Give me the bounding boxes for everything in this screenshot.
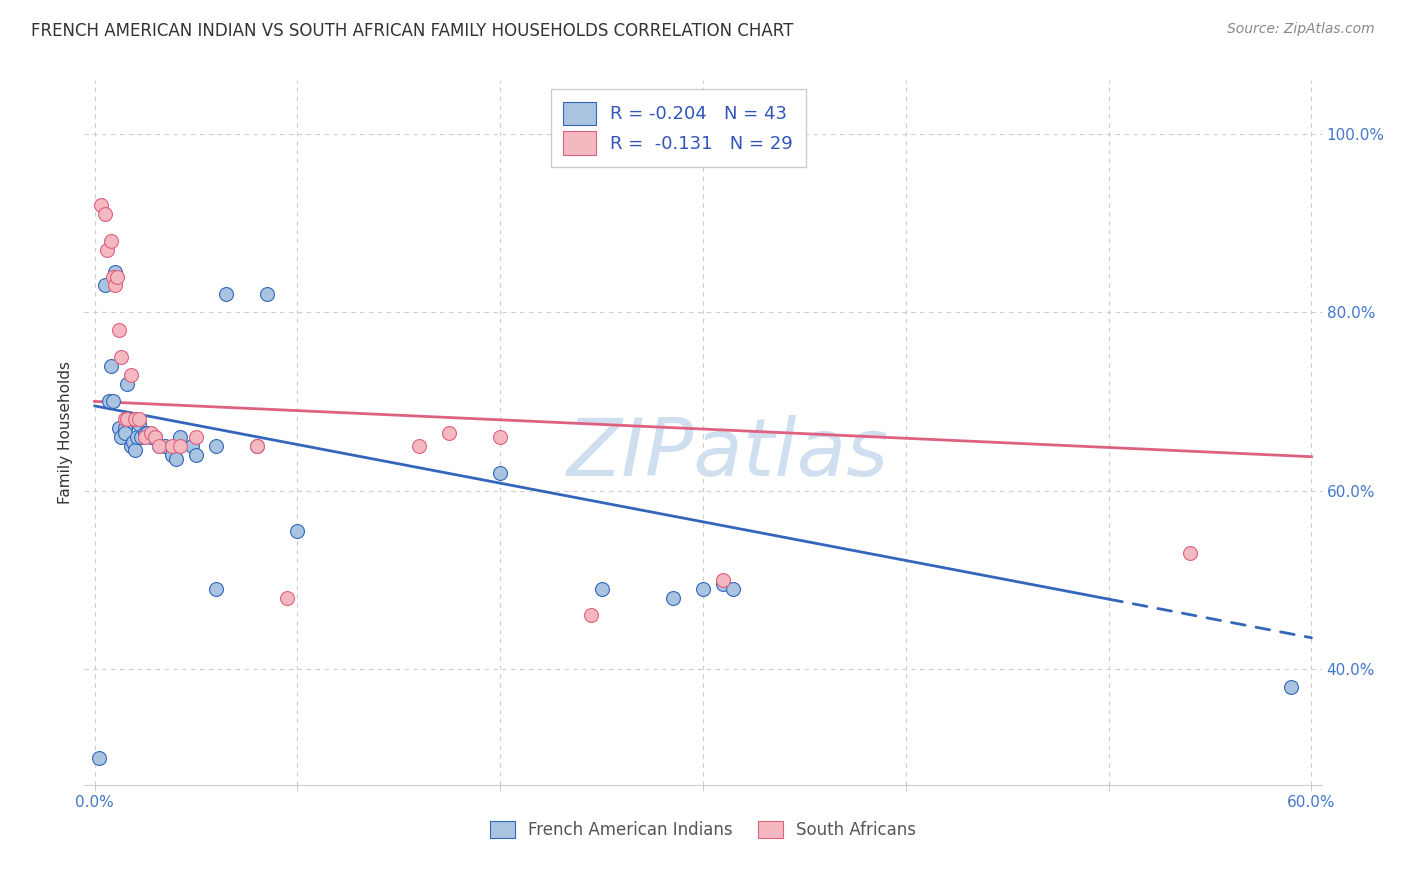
Point: [87, 751, 110, 765]
Point: [408, 439, 430, 453]
Point: [591, 582, 613, 596]
Point: [285, 524, 308, 538]
Y-axis label: Family Households: Family Households: [58, 361, 73, 504]
Point: [96, 243, 118, 257]
Point: [160, 439, 183, 453]
Point: [205, 582, 228, 596]
Point: [128, 417, 150, 431]
Point: [136, 425, 159, 440]
Point: [128, 412, 150, 426]
Point: [205, 439, 228, 453]
Point: [120, 439, 142, 453]
Point: [104, 278, 127, 293]
Point: [276, 591, 298, 605]
Point: [97, 394, 120, 409]
Point: [581, 608, 603, 623]
Point: [101, 394, 124, 409]
Point: [661, 591, 683, 605]
Point: [134, 425, 156, 440]
Point: [110, 430, 132, 444]
Point: [108, 421, 131, 435]
Point: [489, 466, 512, 480]
Point: [184, 448, 207, 462]
Point: [143, 430, 166, 444]
Point: [115, 412, 138, 426]
Point: [93, 278, 115, 293]
Point: [110, 350, 132, 364]
Point: [711, 577, 734, 591]
Point: [165, 452, 187, 467]
Point: [100, 359, 122, 373]
Text: FRENCH AMERICAN INDIAN VS SOUTH AFRICAN FAMILY HOUSEHOLDS CORRELATION CHART: FRENCH AMERICAN INDIAN VS SOUTH AFRICAN …: [31, 22, 793, 40]
Point: [115, 376, 138, 391]
Point: [129, 430, 152, 444]
Point: [143, 430, 166, 444]
Point: [723, 582, 745, 596]
Point: [711, 573, 734, 587]
Point: [124, 443, 146, 458]
Point: [90, 198, 112, 212]
Point: [114, 425, 136, 440]
Point: [114, 412, 136, 426]
Point: [1279, 680, 1302, 694]
Point: [246, 439, 269, 453]
Point: [104, 269, 127, 284]
Point: [105, 269, 128, 284]
Point: [169, 439, 191, 453]
Point: [108, 323, 131, 337]
Point: [215, 287, 238, 301]
Point: [124, 412, 146, 426]
Point: [160, 448, 183, 462]
Point: [127, 430, 149, 444]
Legend: French American Indians, South Africans: French American Indians, South Africans: [481, 813, 925, 847]
Point: [439, 425, 461, 440]
Point: [122, 434, 145, 449]
Point: [184, 430, 207, 444]
Point: [180, 439, 202, 453]
Text: Source: ZipAtlas.com: Source: ZipAtlas.com: [1227, 22, 1375, 37]
Point: [256, 287, 278, 301]
Point: [246, 439, 269, 453]
Point: [124, 412, 146, 426]
Point: [148, 439, 170, 453]
Point: [104, 265, 127, 279]
Point: [489, 430, 512, 444]
Point: [141, 425, 163, 440]
Point: [141, 430, 163, 444]
Point: [1178, 546, 1201, 560]
Text: ZIPatlas: ZIPatlas: [567, 415, 889, 492]
Point: [155, 439, 177, 453]
Point: [148, 439, 170, 453]
Point: [134, 430, 156, 444]
Point: [692, 582, 714, 596]
Point: [114, 421, 136, 435]
Point: [93, 207, 115, 221]
Point: [100, 234, 122, 248]
Point: [101, 269, 124, 284]
Point: [169, 430, 191, 444]
Point: [120, 368, 142, 382]
